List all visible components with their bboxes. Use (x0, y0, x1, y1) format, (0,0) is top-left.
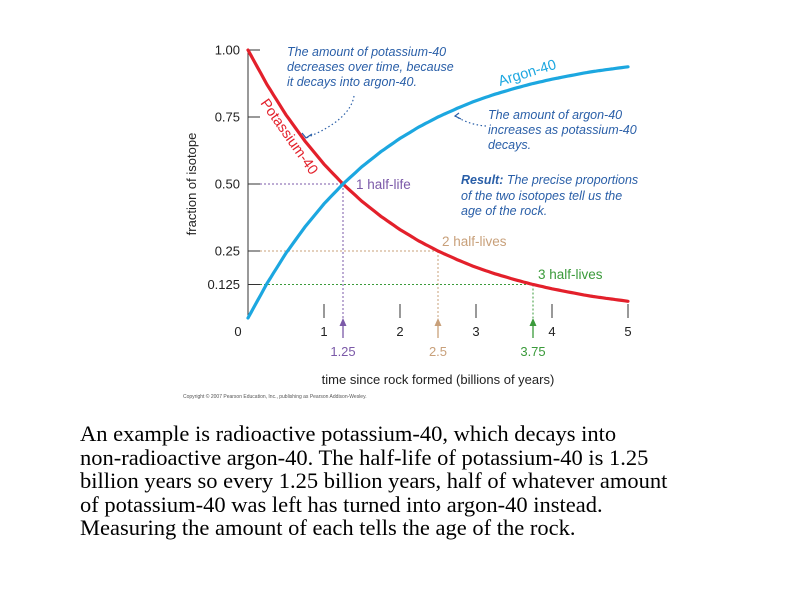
potassium-annotation-line: it decays into argon-40. (287, 75, 417, 89)
reference-lines (248, 183, 534, 318)
argon-callout-arrowhead (453, 112, 462, 120)
x-tick-label: 1 (320, 324, 327, 339)
caption-line: Measuring the amount of each tells the a… (80, 515, 576, 541)
result-label: Result: (461, 173, 503, 187)
x-tick-label: 5 (624, 324, 631, 339)
x-tick-label: 3 (472, 324, 479, 339)
half-life-x-label: 3.75 (520, 344, 545, 359)
half-life-arrowhead (529, 318, 537, 326)
result-annotation-line: age of the rock. (461, 204, 547, 218)
potassium-annotation-line: decreases over time, because (287, 60, 454, 74)
caption-line: An example is radioactive potassium-40, … (80, 421, 617, 446)
series-line-potassium-40 (246, 48, 630, 303)
half-life-x-label: 1.25 (330, 344, 355, 359)
origin-label: 0 (234, 324, 241, 339)
potassium-callout (305, 95, 355, 139)
potassium-annotation-line: The amount of potassium-40 (287, 45, 446, 59)
x-tick-label: 2 (396, 324, 403, 339)
result-text: The precise proportions (503, 173, 638, 187)
caption-line: of potassium-40 was left has turned into… (80, 491, 603, 517)
series-line-argon-40 (246, 65, 630, 320)
argon-annotation-line: increases as potassium-40 (488, 123, 637, 137)
axes: 1.00 0.75 0.50 0.25 0.125 0 1 2 3 4 5 (207, 43, 631, 340)
x-tick-label: 4 (548, 324, 555, 339)
argon-annotation-line: decays. (488, 138, 531, 152)
caption-line: billion years so every 1.25 billion year… (80, 468, 668, 494)
caption-line: non-radioactive argon-40. The half-life … (80, 444, 649, 470)
copyright-notice: Copyright © 2007 Pearson Education, Inc.… (183, 393, 367, 400)
half-life-x-label: 2.5 (429, 344, 447, 359)
argon-callout (454, 115, 487, 127)
half-life-label: 2 half-lives (442, 234, 507, 249)
y-tick-label: 0.125 (207, 277, 240, 292)
half-life-label: 3 half-lives (538, 267, 603, 282)
chart-text: time since rock formed (billions of year… (183, 45, 638, 400)
half-life-arrowhead (339, 318, 347, 326)
y-tick-label: 1.00 (215, 43, 240, 58)
result-annotation-line: Result: The precise proportions (461, 173, 638, 187)
potassium-series-label: Potassium-40 (257, 96, 321, 178)
caption-text: An example is radioactive potassium-40, … (80, 422, 760, 540)
half-life-label: 1 half-life (356, 177, 411, 192)
half-life-markers: 1.25 2.5 3.75 (301, 95, 546, 359)
y-axis-title: fraction of isotope (184, 133, 199, 236)
result-annotation-line: of the two isotopes tell us the (461, 189, 622, 203)
x-axis-title: time since rock formed (billions of year… (322, 372, 555, 387)
argon-annotation-line: The amount of argon-40 (488, 108, 622, 122)
y-tick-label: 0.25 (215, 244, 240, 259)
y-tick-label: 0.50 (215, 177, 240, 192)
potassium-callout-arrowhead (301, 132, 313, 139)
half-life-arrowhead (434, 318, 442, 326)
y-tick-label: 0.75 (215, 110, 240, 125)
series-curves (246, 48, 630, 320)
